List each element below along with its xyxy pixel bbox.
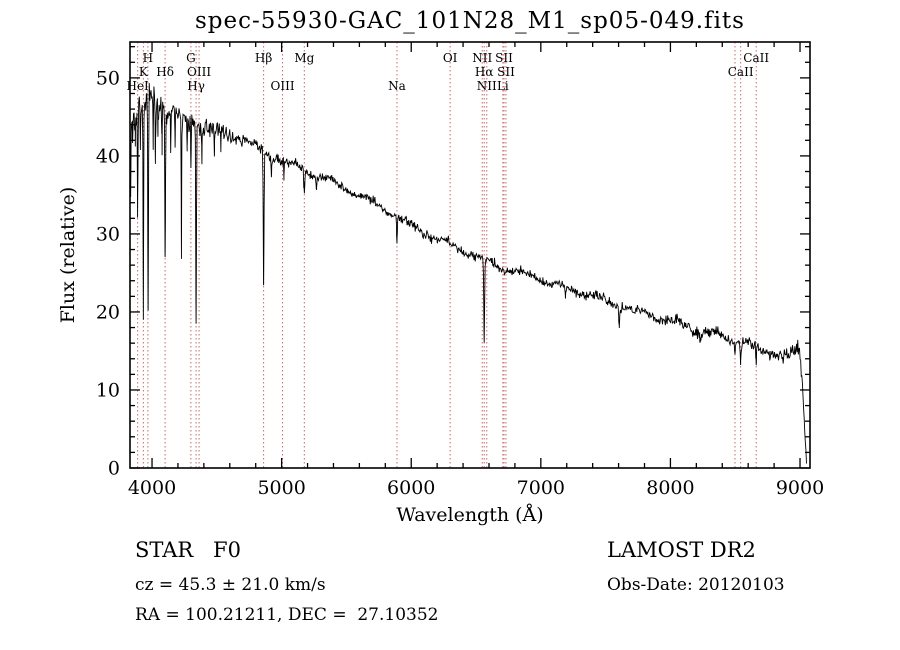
spectral-line-label: NII — [472, 51, 492, 65]
spectral-line-label: OIII — [271, 79, 295, 93]
y-tick-label: 20 — [96, 301, 120, 323]
spectral-line-label: H — [143, 51, 153, 65]
y-tick-label: 30 — [96, 223, 120, 245]
spectral-line-label: Hδ — [156, 65, 174, 79]
y-tick-label: 50 — [96, 67, 120, 89]
spectral-line-label: NII — [477, 79, 497, 93]
spectral-line-label: OI — [443, 51, 458, 65]
x-tick-label: 7000 — [517, 477, 565, 499]
plot-title: spec-55930-GAC_101N28_M1_sp05-049.fits — [195, 8, 745, 34]
spectral-line-label: Hβ — [255, 51, 272, 65]
object-subclass: F0 — [213, 538, 241, 562]
y-tick-label: 40 — [96, 145, 120, 167]
x-tick-label: 9000 — [776, 477, 824, 499]
y-tick-label: 0 — [108, 458, 120, 480]
coordinates: RA = 100.21211, DEC = 27.10352 — [135, 605, 439, 625]
y-axis-label: Flux (relative) — [57, 187, 79, 324]
spectral-line-label: Hγ — [187, 79, 205, 93]
spectral-line-label: Li — [497, 79, 509, 93]
spectral-line-label: OIII — [187, 65, 211, 79]
spectral-line-label: G — [186, 51, 196, 65]
spectral-line-label: Hα — [475, 65, 494, 79]
x-tick-label: 6000 — [387, 477, 435, 499]
spectral-line-label: SII — [497, 65, 515, 79]
plot-frame — [129, 41, 811, 469]
axis-ticks — [130, 42, 810, 469]
spectral-line-label: Mg — [294, 51, 314, 65]
obs-date: Obs-Date: 20120103 — [607, 575, 785, 595]
spectral-line-label: CaII — [743, 51, 769, 65]
x-tick-label: 5000 — [257, 477, 305, 499]
cz-value: cz = 45.3 ± 21.0 km/s — [135, 575, 326, 595]
x-tick-label: 8000 — [646, 477, 694, 499]
spectral-line-label: Na — [388, 79, 406, 93]
object-class: STAR — [135, 538, 194, 562]
spectral-line-label: CaII — [728, 65, 754, 79]
spectral-line-markers — [137, 42, 757, 468]
x-axis-label: Wavelength (Å) — [396, 504, 543, 526]
x-tick-label: 4000 — [128, 477, 176, 499]
spectral-line-label: K — [139, 65, 149, 79]
spectral-line-label: SII — [495, 51, 513, 65]
survey-name: LAMOST DR2 — [607, 538, 756, 562]
spectrum-trace — [129, 83, 807, 464]
y-tick-label: 10 — [96, 379, 120, 401]
spectral-line-label: HeI — [126, 79, 149, 93]
